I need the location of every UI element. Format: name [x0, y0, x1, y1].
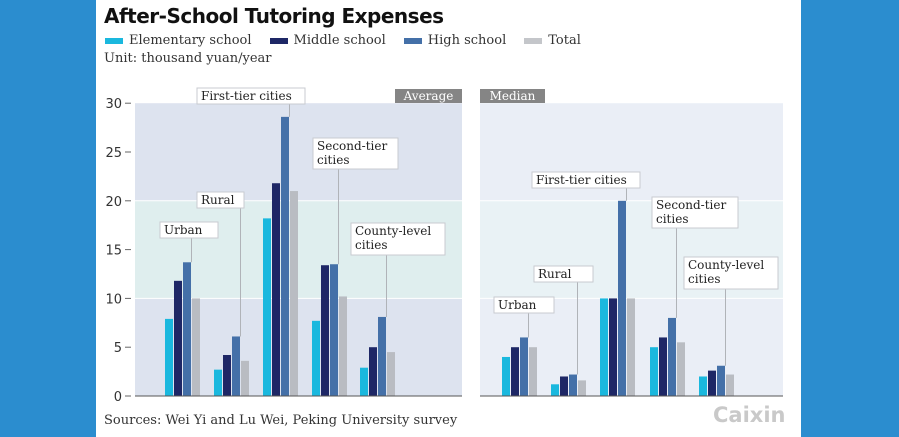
- bar-high-school: [281, 116, 289, 396]
- legend-label: Middle school: [293, 33, 386, 48]
- category-label: cities: [656, 212, 688, 226]
- bar-middle-school: [174, 280, 182, 396]
- category-label-box: [493, 296, 555, 314]
- bar-middle-school: [223, 355, 231, 396]
- unit-label: Unit: thousand yuan/year: [104, 51, 272, 66]
- bar-middle-school: [272, 183, 280, 396]
- legend-label: Elementary school: [129, 33, 252, 48]
- legend-swatch: [269, 37, 288, 44]
- bar-total: [339, 296, 347, 396]
- bar-total: [387, 352, 395, 396]
- bar-middle-school: [369, 347, 377, 396]
- category-label: cities: [688, 272, 720, 286]
- legend-item-high: High school: [403, 33, 507, 48]
- category-label-box: [196, 87, 306, 105]
- bar-high-school: [668, 317, 676, 396]
- bar-middle-school: [708, 370, 716, 396]
- category-label-box: [312, 137, 399, 170]
- legend-swatch: [403, 37, 422, 44]
- category-label: County-level: [355, 224, 431, 238]
- y-tick-label: 25: [105, 146, 122, 161]
- legend-label: Total: [548, 33, 581, 48]
- bar-elementary-school: [600, 298, 608, 396]
- category-label-box: [159, 221, 219, 239]
- y-tick-label: 10: [105, 292, 122, 307]
- legend-swatch: [524, 37, 543, 44]
- bar-elementary-school: [165, 318, 173, 396]
- bar-elementary-school: [312, 320, 320, 396]
- category-label: First-tier cities: [536, 173, 627, 187]
- legend: Elementary school Middle school High sch…: [105, 33, 581, 48]
- bar-elementary-school: [699, 376, 707, 396]
- bar-high-school: [569, 374, 577, 396]
- bar-high-school: [378, 316, 386, 396]
- source-note: Sources: Wei Yi and Lu Wei, Peking Unive…: [104, 413, 458, 428]
- bar-total: [529, 347, 537, 396]
- bar-total: [726, 374, 734, 396]
- panel-tag: Median: [490, 89, 536, 103]
- legend-swatch: [105, 37, 123, 44]
- category-label: Second-tier: [317, 139, 387, 153]
- bar-high-school: [717, 365, 725, 396]
- bar-middle-school: [659, 337, 667, 396]
- bar-total: [192, 298, 200, 396]
- chart-title: After-School Tutoring Expenses: [104, 4, 444, 28]
- legend-item-total: Total: [524, 33, 581, 48]
- category-label: County-level: [688, 258, 764, 272]
- y-tick-label: 20: [105, 195, 122, 210]
- category-label: Urban: [164, 223, 203, 237]
- panel-median: Median Urban Rural First-tier cities Second-…: [480, 89, 783, 397]
- bar-high-school: [232, 336, 240, 396]
- category-label: Rural: [201, 193, 235, 207]
- category-label-box: [683, 256, 779, 290]
- category-label: First-tier cities: [201, 89, 292, 103]
- category-label-box: [533, 265, 594, 283]
- panel-tag: Average: [403, 89, 454, 103]
- bar-total: [290, 191, 298, 396]
- category-label: Rural: [538, 267, 572, 281]
- category-label: Second-tier: [656, 198, 726, 212]
- category-label: cities: [355, 238, 387, 252]
- panel-average: Average 0 5 10 15 20 25 30 Urban Rural First-tier …: [105, 87, 462, 405]
- bar-elementary-school: [502, 356, 510, 396]
- y-tick-label: 30: [105, 97, 122, 112]
- caixin-logo: Caixin: [713, 403, 786, 427]
- y-tick-label: 15: [105, 244, 122, 259]
- legend-label: High school: [427, 33, 507, 48]
- bar-high-school: [330, 264, 338, 396]
- bar-elementary-school: [650, 347, 658, 396]
- category-label-box: [350, 222, 446, 256]
- bar-total: [627, 298, 635, 396]
- category-label-box: [531, 171, 641, 189]
- bar-middle-school: [609, 298, 617, 396]
- bar-elementary-school: [214, 369, 222, 396]
- legend-item-elementary: Elementary school: [105, 33, 252, 48]
- category-label: cities: [317, 153, 349, 167]
- category-label: Urban: [498, 298, 537, 312]
- bar-middle-school: [321, 265, 329, 396]
- bar-elementary-school: [360, 367, 368, 396]
- panel-tag-background: [480, 89, 545, 103]
- y-tick-label: 5: [114, 341, 122, 356]
- bar-total: [677, 342, 685, 396]
- bar-elementary-school: [551, 384, 559, 396]
- bar-middle-school: [560, 376, 568, 396]
- bar-high-school: [618, 200, 626, 396]
- category-label-box: [196, 191, 245, 209]
- bar-total: [578, 380, 586, 396]
- bar-elementary-school: [263, 218, 271, 396]
- category-label-box: [651, 196, 739, 229]
- panel-tag-background: [395, 89, 462, 103]
- y-tick-label: 0: [114, 390, 122, 405]
- bar-total: [241, 360, 249, 396]
- bar-middle-school: [511, 347, 519, 396]
- bar-high-school: [520, 337, 528, 396]
- bar-high-school: [183, 262, 191, 396]
- legend-item-middle: Middle school: [269, 33, 386, 48]
